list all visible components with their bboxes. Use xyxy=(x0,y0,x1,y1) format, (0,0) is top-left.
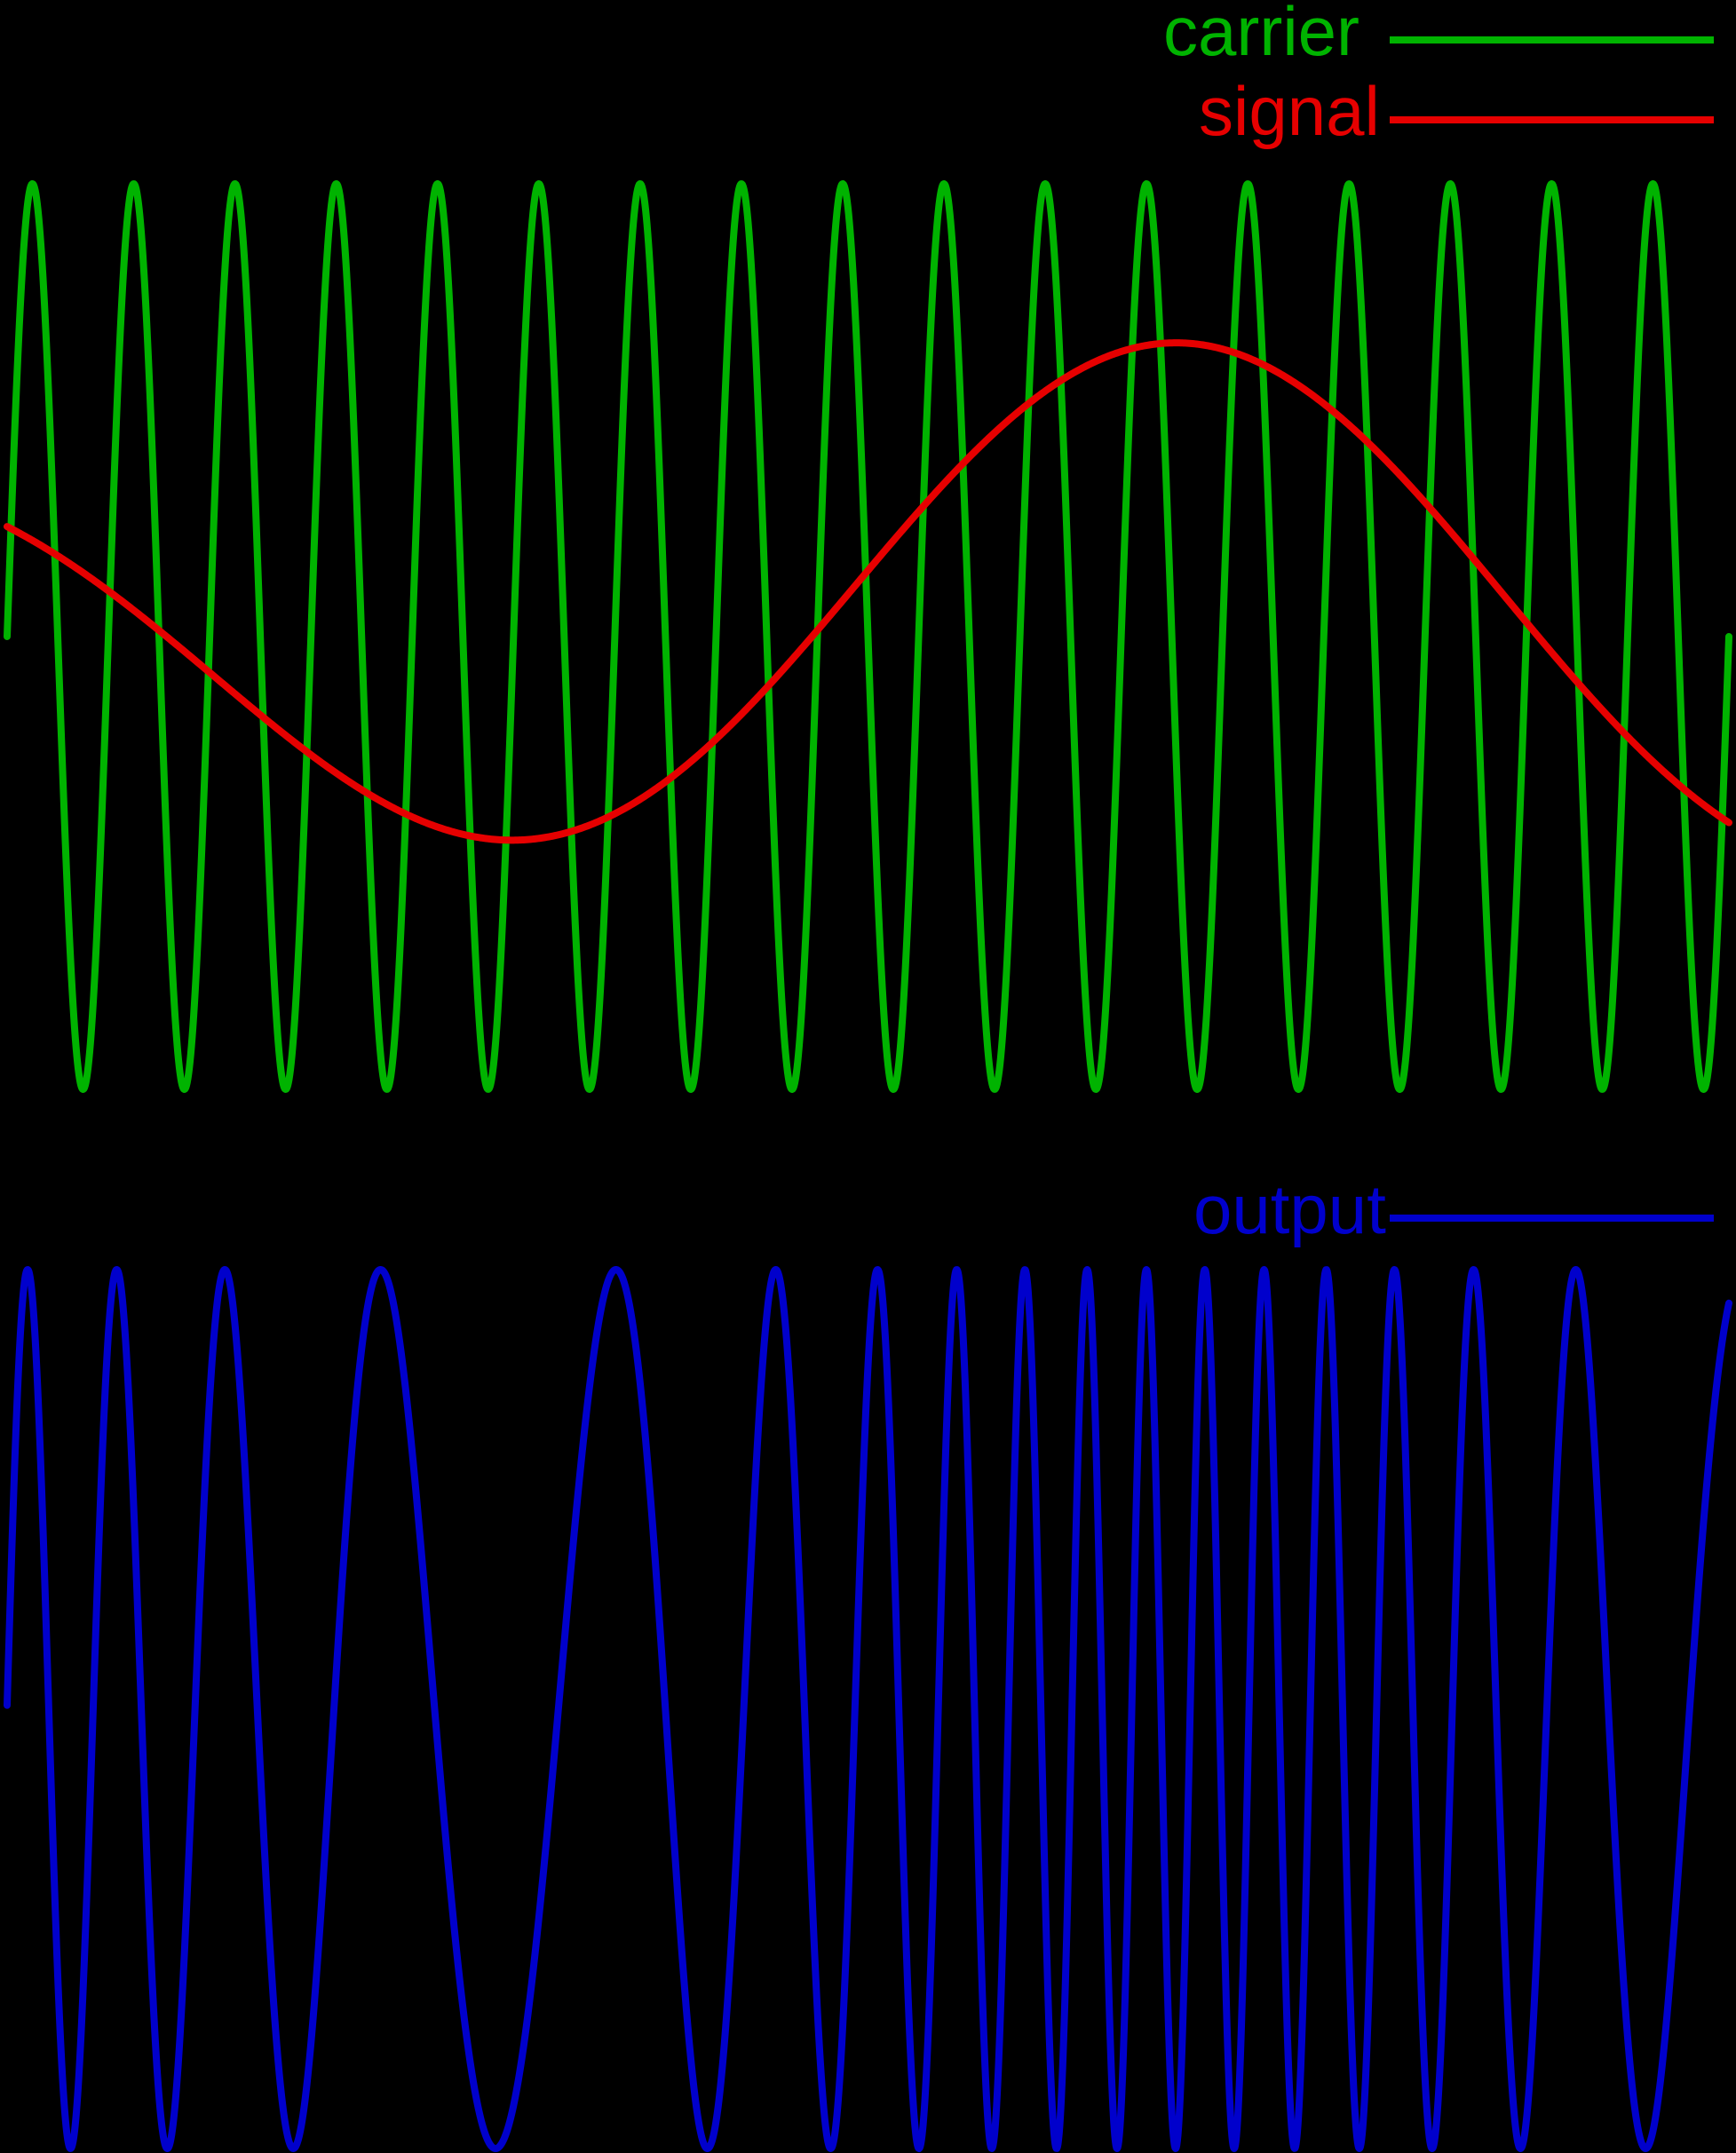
legend-label-carrier: carrier xyxy=(1163,0,1359,70)
legend-label-output: output xyxy=(1193,1170,1386,1248)
legend-label-signal: signal xyxy=(1199,72,1380,150)
